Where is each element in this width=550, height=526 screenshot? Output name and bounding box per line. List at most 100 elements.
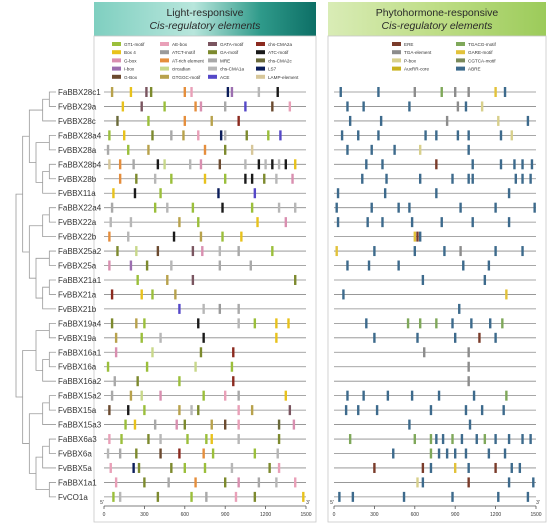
gene-label: FaBBX1a1: [58, 478, 97, 487]
light-element-mark: [250, 173, 254, 184]
light-element-mark: [167, 477, 170, 488]
legend-swatch: [112, 58, 121, 63]
light-element-mark: [109, 217, 112, 228]
hormone-element-mark: [499, 130, 503, 141]
hormone-element-mark: [467, 462, 470, 473]
gene-label: FaBBX16a2: [58, 377, 102, 386]
hormone-element-mark: [532, 477, 535, 488]
hormone-element-mark: [365, 318, 368, 329]
light-element-mark: [249, 260, 252, 271]
gene-label: FaBBX21a1: [58, 276, 102, 285]
gene-label: FvBBX19a: [58, 334, 97, 343]
hormone-element-mark: [335, 246, 338, 257]
light-element-mark: [156, 159, 160, 170]
light-element-mark: [159, 390, 162, 401]
light-element-mark: [190, 87, 193, 97]
light-element-mark: [183, 462, 186, 473]
light-element-mark: [112, 188, 115, 199]
light-element-mark: [149, 87, 153, 97]
hormone-element-mark: [421, 462, 425, 473]
light-element-mark: [114, 477, 118, 488]
light-element-mark: [275, 477, 278, 488]
hormone-element-mark: [521, 173, 524, 184]
axis-end-label: 3': [306, 500, 310, 506]
hormone-element-mark: [533, 202, 536, 213]
hormone-element-mark: [370, 202, 373, 213]
light-element-mark: [230, 462, 234, 473]
light-element-mark: [178, 303, 181, 314]
hormone-element-mark: [377, 130, 380, 141]
light-element-mark: [159, 448, 162, 459]
hormone-element-mark: [440, 87, 443, 97]
hormone-element-mark: [435, 130, 438, 141]
legend-label: circadian: [172, 67, 191, 72]
light-element-mark: [217, 188, 220, 199]
light-element-mark: [284, 390, 287, 401]
legend-label: AT-rich element: [172, 58, 205, 63]
hormone-element-mark: [521, 434, 524, 445]
axis-end-label: 3': [536, 500, 540, 506]
light-element-mark: [108, 405, 111, 416]
axis-start-label: 5': [100, 500, 104, 506]
hormone-element-mark: [451, 318, 454, 329]
light-element-mark: [190, 405, 193, 416]
light-element-mark: [159, 434, 162, 445]
legend-swatch: [112, 50, 121, 55]
hormone-element-mark: [459, 202, 462, 213]
light-element-mark: [250, 405, 254, 416]
hormone-element-mark: [362, 101, 365, 112]
tree-branch: [22, 350, 36, 444]
hormone-element-mark: [443, 246, 446, 257]
legend-label: AE-box: [172, 42, 188, 47]
legend-swatch: [208, 66, 217, 71]
light-element-mark: [211, 448, 215, 459]
hormone-element-mark: [514, 173, 517, 184]
light-element-mark: [288, 405, 292, 416]
light-element-mark: [219, 130, 223, 141]
hormone-element-mark: [501, 318, 504, 329]
light-element-mark: [288, 101, 292, 112]
legend-swatch: [256, 42, 265, 46]
light-element-mark: [199, 159, 203, 170]
hormone-element-mark: [338, 491, 341, 502]
hormone-element-mark: [470, 318, 473, 329]
legend-swatch: [112, 74, 121, 79]
hormone-element-mark: [361, 173, 364, 184]
light-element-mark: [294, 477, 297, 488]
light-element-mark: [277, 159, 281, 170]
light-element-mark: [110, 87, 114, 97]
hormone-element-mark: [464, 448, 468, 459]
light-element-mark: [108, 434, 111, 445]
hormone-element-mark: [410, 217, 414, 228]
tree-branch: [48, 351, 56, 368]
light-element-mark: [127, 231, 130, 242]
light-element-mark: [129, 87, 133, 97]
light-element-mark: [224, 101, 227, 112]
light-element-mark: [135, 173, 138, 184]
light-element-mark: [221, 231, 224, 242]
hormone-element-mark: [348, 434, 352, 445]
light-element-mark: [197, 318, 200, 329]
hormone-element-mark: [435, 159, 438, 170]
hormone-element-mark: [440, 217, 443, 228]
light-element-mark: [294, 202, 297, 213]
hormone-element-mark: [406, 318, 410, 329]
hormone-element-mark: [381, 217, 384, 228]
light-element-mark: [143, 318, 146, 329]
hormone-element-mark: [346, 101, 349, 112]
light-element-mark: [237, 434, 240, 445]
light-element-mark: [250, 144, 254, 155]
light-element-mark: [147, 144, 150, 155]
light-element-mark: [221, 202, 224, 213]
light-element-mark: [284, 159, 287, 170]
light-element-mark: [121, 101, 125, 112]
light-element-mark: [237, 115, 240, 126]
hormone-element-mark: [445, 115, 449, 126]
hormone-element-mark: [408, 419, 411, 430]
hormone-element-mark: [487, 448, 491, 459]
light-element-mark: [218, 159, 222, 170]
gene-label: FvBBX16a: [58, 363, 97, 372]
gene-label: FvBBX21b: [58, 305, 97, 314]
legend-swatch: [456, 50, 465, 55]
light-element-mark: [199, 231, 203, 242]
